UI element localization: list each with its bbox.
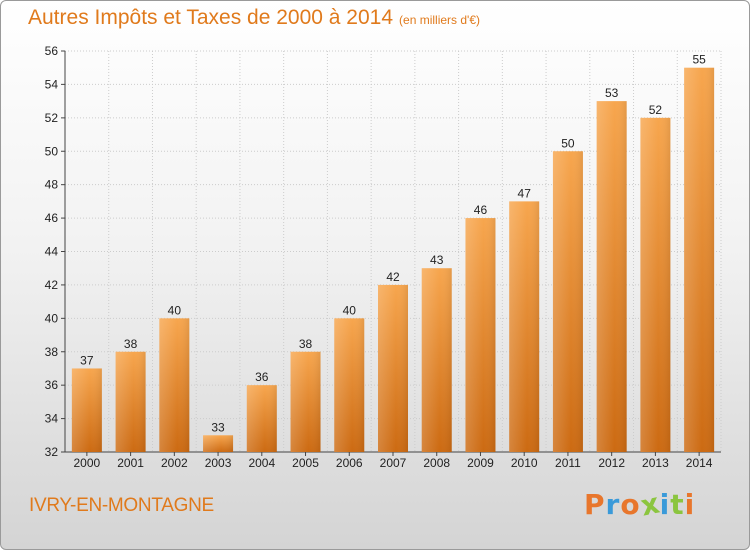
y-tick-label: 50 <box>45 144 59 158</box>
x-tick-label: 2010 <box>511 456 538 470</box>
logo-letter: o <box>620 488 641 521</box>
y-tick-label: 44 <box>45 245 59 259</box>
data-label: 33 <box>211 420 225 434</box>
y-tick-label: 40 <box>45 311 59 325</box>
data-label: 42 <box>386 270 400 284</box>
bar-shade <box>509 201 540 452</box>
data-label: 43 <box>430 253 444 267</box>
bar-shade <box>378 284 408 452</box>
data-label: 40 <box>168 303 182 317</box>
x-tick-label: 2008 <box>423 456 450 470</box>
data-label: 47 <box>518 186 532 200</box>
commune-name: IVRY-EN-MONTAGNE <box>29 495 214 516</box>
y-tick-label: 56 <box>45 44 59 58</box>
chart-title-text: Autres Impôts et Taxes de 2000 à 2014 <box>28 6 394 29</box>
y-tick-label: 54 <box>45 77 59 91</box>
logo-letter: i <box>659 488 671 521</box>
data-label: 50 <box>561 136 575 150</box>
x-tick-label: 2009 <box>467 456 494 470</box>
x-tick-label: 2001 <box>117 456 144 470</box>
x-tick-label: 2014 <box>686 456 713 470</box>
y-tick-label: 42 <box>45 278 59 292</box>
data-label: 40 <box>343 303 357 317</box>
x-tick-label: 2007 <box>380 456 407 470</box>
x-tick-label: 2002 <box>161 456 188 470</box>
proxiti-logo: Proxiti <box>584 486 696 522</box>
chart-title: Autres Impôts et Taxes de 2000 à 2014 (en… <box>28 6 480 30</box>
x-tick-label: 2013 <box>642 456 669 470</box>
bar-shade <box>246 385 277 452</box>
data-label: 55 <box>692 53 706 67</box>
bar-shade <box>465 218 496 452</box>
y-tick-label: 48 <box>45 178 59 192</box>
bar-shade <box>684 67 715 452</box>
x-tick-label: 2000 <box>74 456 101 470</box>
bar-shade <box>203 435 234 452</box>
y-tick-label: 52 <box>45 111 59 125</box>
x-tick-label: 2006 <box>336 456 363 470</box>
bar-shade <box>421 268 452 452</box>
data-label: 36 <box>255 370 269 384</box>
x-tick-label: 2004 <box>248 456 275 470</box>
data-label: 38 <box>124 337 138 351</box>
bar-shade <box>552 151 583 452</box>
chart-subtitle: (en milliers d'€) <box>399 13 481 27</box>
y-tick-label: 38 <box>45 345 59 359</box>
data-label: 53 <box>605 86 619 100</box>
logo-letter: i <box>684 488 696 521</box>
y-tick-label: 36 <box>45 378 59 392</box>
data-label: 46 <box>474 203 488 217</box>
bar-shade <box>115 351 146 452</box>
data-label: 38 <box>299 337 313 351</box>
x-tick-label: 2012 <box>598 456 625 470</box>
logo-letter: r <box>605 488 621 521</box>
x-tick-label: 2005 <box>292 456 319 470</box>
data-labels: 37 38 40 33 36 38 40 42 43 46 47 50 53 52 55 <box>80 53 706 435</box>
x-tick-label: 2003 <box>205 456 232 470</box>
y-tick-label: 32 <box>45 445 59 459</box>
bar-shade <box>334 318 365 452</box>
data-label: 37 <box>80 353 94 367</box>
bar-shade <box>640 117 671 452</box>
bars <box>71 67 715 452</box>
bar-shade <box>290 351 321 452</box>
bar-shade <box>159 318 190 452</box>
logo-letter: P <box>584 488 606 521</box>
y-tick-label: 46 <box>45 211 59 225</box>
y-tick-label: 34 <box>45 412 59 426</box>
bar-shade <box>71 368 102 452</box>
bar-shade <box>596 101 627 452</box>
data-label: 52 <box>649 103 663 117</box>
x-tick-label: 2011 <box>555 456 581 470</box>
logo-letter: t <box>670 488 685 521</box>
